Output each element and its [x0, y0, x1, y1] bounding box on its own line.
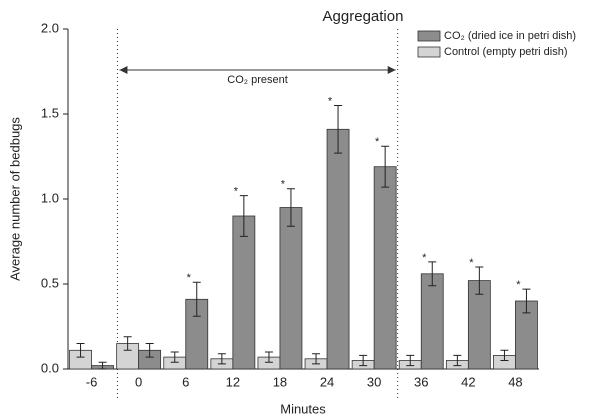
x-tick-label: 30	[367, 374, 381, 389]
error-bar	[286, 188, 295, 227]
error-bar	[264, 351, 273, 363]
legend-swatch	[417, 30, 441, 42]
y-axis-label: Average number of bedbugs	[7, 117, 22, 281]
x-tick-label: 0	[135, 374, 142, 389]
error-bar	[381, 145, 390, 188]
legend-swatch	[417, 46, 441, 58]
significance-marker: *	[375, 136, 380, 148]
y-tick-label: 0.0	[41, 360, 59, 375]
error-bar	[500, 349, 509, 361]
bar	[279, 207, 303, 370]
error-bar	[145, 343, 154, 358]
error-bar	[312, 353, 321, 365]
x-tick-label: 12	[226, 374, 240, 389]
bar	[420, 273, 444, 370]
x-axis-label: Minutes	[280, 401, 326, 416]
error-bar	[217, 353, 226, 365]
bar	[373, 166, 397, 370]
x-tick-label: -6	[86, 374, 98, 389]
x-tick-label: 24	[320, 374, 334, 389]
significance-marker: *	[187, 272, 192, 284]
error-bar	[522, 288, 531, 314]
legend-label: CO₂ (dried ice in petri dish)	[444, 30, 576, 42]
x-tick-label: 18	[273, 374, 287, 389]
significance-marker: *	[234, 186, 239, 198]
x-tick-label: 36	[414, 374, 428, 389]
significance-marker: *	[422, 252, 427, 264]
x-tick-label: 6	[182, 374, 189, 389]
significance-marker: *	[469, 257, 474, 269]
error-bar	[170, 351, 179, 363]
error-bar	[475, 266, 484, 295]
error-bar	[453, 354, 462, 367]
annotation: CO₂ present	[227, 74, 288, 86]
x-tick-label: 48	[508, 374, 522, 389]
x-tick-label: 42	[461, 374, 475, 389]
error-bar	[192, 281, 201, 317]
y-tick-label: 2.0	[41, 20, 59, 35]
error-bar	[123, 336, 132, 351]
error-bar	[334, 105, 343, 154]
error-bar	[428, 261, 437, 287]
significance-marker: *	[516, 279, 521, 291]
error-bar	[76, 343, 85, 358]
error-bar	[406, 354, 415, 367]
legend-label: Control (empty petri dish)	[444, 46, 568, 58]
error-bar	[359, 354, 368, 367]
y-tick-label: 1.0	[41, 190, 59, 205]
bar	[326, 128, 350, 370]
significance-marker: *	[328, 95, 333, 107]
bar	[232, 215, 256, 370]
chart-title: Aggregation	[323, 8, 404, 25]
y-tick-label: 0.5	[41, 275, 59, 290]
y-tick-label: 1.5	[41, 105, 59, 120]
error-bar	[239, 195, 248, 237]
error-bar	[98, 361, 107, 370]
significance-marker: *	[281, 179, 286, 191]
